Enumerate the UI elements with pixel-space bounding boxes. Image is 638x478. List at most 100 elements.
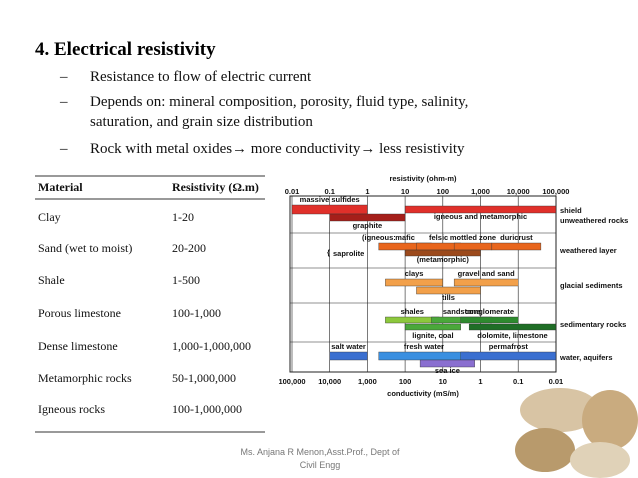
table-cell: 100-1,000,000 (172, 402, 242, 416)
table-cell: 1-20 (172, 210, 194, 224)
table-cell: 1,000-1,000,000 (172, 339, 251, 353)
group-label: unweathered rocks (560, 216, 628, 225)
bar-label: permafrost (489, 342, 529, 351)
bar-label: lignite, coal (412, 331, 453, 340)
table-cell: 20-200 (172, 241, 206, 255)
decoration (515, 388, 638, 478)
bar-label: sandstone (443, 307, 481, 316)
axis-label: conductivity (mS/m) (387, 389, 459, 398)
range-bar (468, 323, 557, 331)
bar-label: mottled zone (450, 233, 496, 242)
table-header: Resistivity (Ω.m) (172, 180, 259, 194)
group-label: glacial sediments (560, 281, 623, 290)
range-bar (453, 242, 493, 251)
note: (igneous: (362, 233, 396, 242)
group-label: sedimentary rocks (560, 320, 626, 329)
table-cell: 50-1,000,000 (172, 371, 236, 385)
tick-label: 10 (439, 377, 447, 386)
range-bar (491, 242, 542, 251)
bar-label: sea ice (435, 366, 460, 375)
tick-label: 0.01 (285, 187, 300, 196)
tick-label: 100,000 (542, 187, 569, 196)
range-bar (385, 278, 444, 287)
table-cell: Clay (38, 210, 61, 224)
table-cell: Metamorphic rocks (38, 371, 132, 385)
table-cell: Shale (38, 273, 65, 287)
bar-label: massive sulfides (300, 195, 360, 204)
group-label: shield (560, 206, 582, 215)
tick-label: 100,000 (278, 377, 305, 386)
tick-label: 100 (399, 377, 412, 386)
bullet-line: Depends on: mineral composition, porosit… (90, 94, 472, 110)
tick-label: 10,000 (507, 187, 530, 196)
bar-label: fresh water (404, 342, 444, 351)
bar-label: graphite (353, 221, 383, 230)
range-bar (416, 286, 481, 295)
range-bar (460, 316, 519, 324)
range-bar (329, 213, 406, 222)
dash: – (59, 141, 68, 157)
table-cell: 100-1,000 (172, 306, 221, 320)
core-sample (515, 428, 575, 472)
bullet: Rock with metal oxides→ more conductivit… (90, 141, 465, 157)
table-cell: Igneous rocks (38, 402, 105, 416)
group-label: weathered layer (559, 246, 617, 255)
tick-label: 10 (401, 187, 409, 196)
bar-label: gravel and sand (458, 269, 516, 278)
bar-label: tills (442, 293, 455, 302)
bullets: – Resistance to flow of electric current… (59, 69, 472, 157)
range-bar (404, 249, 481, 257)
note: saprolite (333, 249, 364, 258)
bullet: Depends on: mineral composition, porosit… (90, 94, 472, 130)
footer: Ms. Anjana R Menon,Asst.Prof., Dept of (240, 447, 400, 457)
range-bar (404, 323, 461, 331)
tick-label: 1,000 (471, 187, 490, 196)
table-cell: 1-500 (172, 273, 200, 287)
core-sample (520, 388, 600, 432)
bar-label: mafic (395, 233, 415, 242)
table: Material Resistivity (Ω.m) Clay 1-20 Sand (w… (35, 175, 265, 433)
resistivity-figure: { resistivity (ohm-m) 0.01 0.1 1 10 100 1,000 1… (278, 174, 628, 398)
range-bar (329, 351, 368, 361)
range-bar (291, 204, 368, 215)
bar-label: (metamorphic) (417, 255, 470, 264)
bar-label: conglomerate (465, 307, 514, 316)
bullet: Resistance to flow of electric current (90, 69, 312, 85)
bar-label: dolomite, limestone (477, 331, 547, 340)
tick-label: 1 (478, 377, 482, 386)
tick-label: 1 (365, 187, 369, 196)
table-header: Material (38, 180, 83, 194)
tick-label: 10,000 (318, 377, 341, 386)
tick-label: 0.1 (513, 377, 523, 386)
range-bar (460, 351, 557, 361)
range-bar (385, 316, 440, 324)
bar-label: duricrust (500, 233, 533, 242)
table-cell: Sand (wet to moist) (38, 241, 132, 255)
slide-title: 4. Electrical resistivity (35, 39, 216, 60)
dash: – (59, 69, 68, 85)
bar-label: igneous and metamorphic (434, 212, 527, 221)
core-sample (570, 442, 630, 478)
tick-label: 1,000 (358, 377, 377, 386)
table-cell: Dense limestone (38, 339, 118, 353)
core-sample (582, 390, 638, 450)
group-label: water, aquifers (559, 353, 613, 362)
tick-label: 0.1 (324, 187, 334, 196)
range-bar (404, 205, 557, 214)
bar-label: felsic (429, 233, 448, 242)
dash: – (59, 94, 68, 110)
axis-label: resistivity (ohm-m) (389, 174, 457, 183)
range-bar (378, 351, 470, 361)
bar-label: clays (405, 269, 424, 278)
bar-label: shales (401, 307, 424, 316)
range-bar (419, 359, 475, 368)
bar-label: salt water (331, 342, 366, 351)
range-bar (453, 278, 519, 287)
table-cell: Porous limestone (38, 306, 121, 320)
brace: { (327, 248, 330, 257)
tick-label: 0.01 (549, 377, 564, 386)
bullet-line: saturation, and grain size distribution (90, 114, 313, 130)
tick-label: 100 (437, 187, 450, 196)
footer: Civil Engg (300, 460, 341, 470)
